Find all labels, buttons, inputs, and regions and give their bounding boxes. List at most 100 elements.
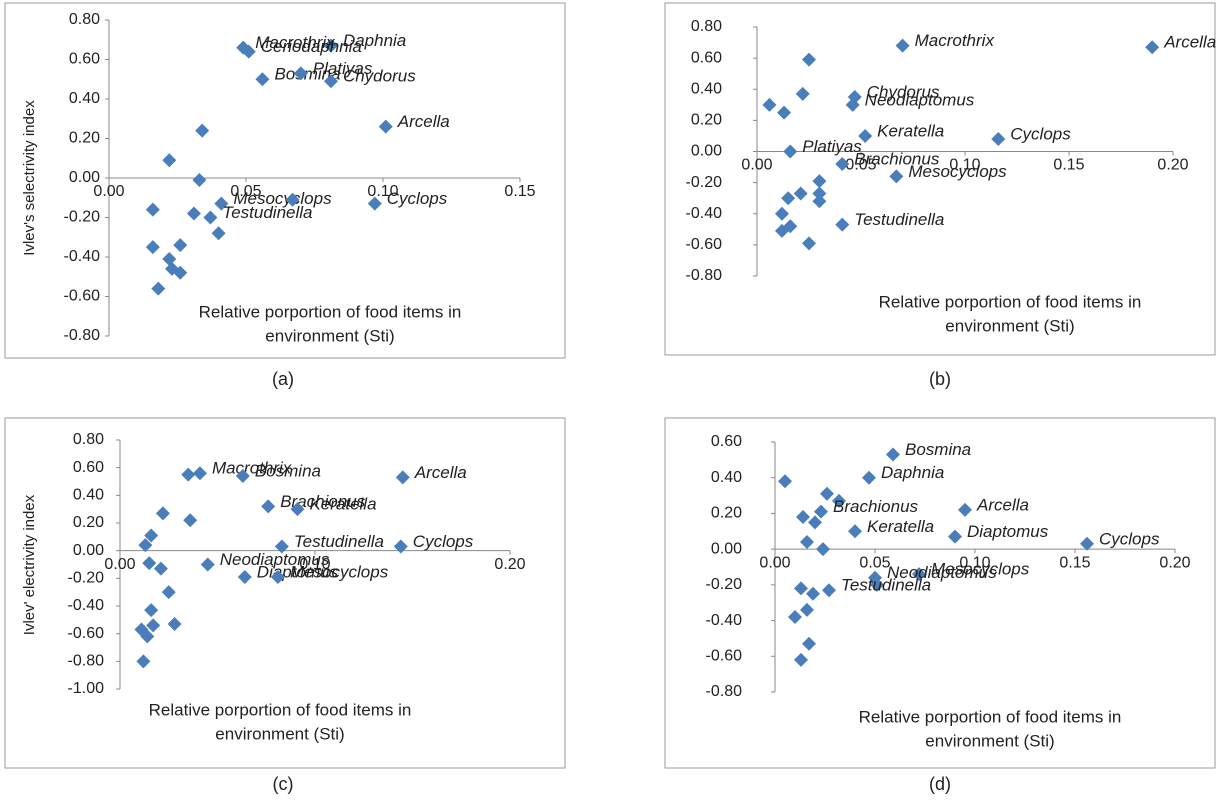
data-point — [203, 210, 218, 225]
point-label: Keratella — [877, 121, 944, 140]
data-point — [151, 281, 166, 296]
x-tick-label: 0.10 — [959, 554, 990, 571]
panel-caption: (c) — [273, 774, 294, 794]
y-tick-label: -0.80 — [64, 327, 101, 344]
data-point — [200, 557, 215, 572]
data-point — [181, 467, 196, 482]
data-point — [781, 191, 796, 206]
data-point — [958, 502, 972, 517]
x-axis-title: Relative porportion of food items in — [199, 302, 462, 321]
point-label: Cyclops — [1010, 125, 1071, 144]
y-tick-label: 0.00 — [711, 540, 742, 557]
data-point — [1080, 536, 1094, 551]
point-label: Neodiaptomus — [220, 550, 330, 569]
point-label: Cyclops — [1099, 529, 1160, 548]
y-tick-label: 0.20 — [69, 130, 100, 147]
panel-border — [664, 2, 1216, 356]
data-point — [812, 194, 827, 209]
data-point — [802, 236, 816, 251]
y-tick-label: 0.60 — [69, 51, 100, 68]
data-point — [214, 196, 229, 211]
data-point — [161, 585, 176, 600]
data-point — [889, 169, 904, 184]
point-label: Bosmina — [905, 440, 971, 459]
panel-caption: (b) — [929, 369, 951, 389]
data-point — [858, 128, 873, 143]
point-label: Mesocyclops — [290, 562, 389, 581]
point-label: Brachionus — [854, 149, 940, 168]
data-point — [796, 510, 810, 524]
data-point — [895, 38, 910, 53]
x-tick-label: 0.15 — [504, 183, 535, 200]
y-tick-label: -0.20 — [706, 576, 743, 593]
data-point — [806, 586, 820, 601]
data-point — [948, 529, 962, 544]
x-tick-label: 0.20 — [494, 556, 525, 573]
point-label: Testudinella — [294, 532, 384, 551]
y-tick-label: -0.80 — [706, 683, 743, 700]
data-point — [794, 581, 808, 596]
y-axis-title: Ivlev' electrivity index — [21, 494, 38, 635]
y-tick-label: 0.40 — [69, 90, 100, 107]
point-label: Mesocyclops — [931, 560, 1030, 579]
point-label: Chydorus — [343, 67, 416, 86]
x-tick-label: 0.00 — [741, 157, 772, 174]
point-label: Daphnia — [881, 463, 944, 482]
data-point — [173, 265, 188, 280]
point-label: Testudinella — [841, 576, 931, 595]
data-point — [145, 240, 160, 255]
data-point — [848, 524, 862, 539]
y-tick-label: -0.20 — [68, 570, 105, 587]
data-point — [235, 468, 250, 483]
data-point — [845, 97, 860, 112]
y-tick-label: 0.40 — [711, 469, 742, 486]
x-tick-label: 0.15 — [1053, 157, 1084, 174]
data-point — [153, 561, 168, 576]
point-label: Brachionus — [833, 497, 919, 516]
point-label: Cyclops — [413, 532, 474, 551]
data-point — [142, 556, 157, 571]
data-point — [794, 652, 808, 667]
data-point — [192, 466, 207, 481]
x-axis-title: environment (Sti) — [265, 326, 394, 345]
chart-panel: -0.80 -0.60 -0.40 -0.20 0.00 0.20 0.40 0.60 0.80… — [4, 2, 566, 389]
data-point — [802, 636, 816, 651]
data-point — [195, 123, 210, 138]
data-point — [145, 202, 160, 217]
y-tick-label: 0.20 — [711, 505, 742, 522]
x-tick-label: 0.00 — [104, 556, 135, 573]
data-point — [274, 539, 289, 554]
x-tick-label: 0.05 — [859, 554, 890, 571]
x-axis-title: environment (Sti) — [945, 316, 1074, 335]
point-label: Diaptomus — [967, 522, 1049, 541]
data-point — [192, 172, 207, 187]
data-point — [285, 192, 300, 207]
data-point — [241, 44, 256, 59]
data-point — [862, 470, 876, 485]
panel-caption: (d) — [929, 774, 951, 794]
data-point — [144, 603, 159, 618]
y-tick-label: -0.60 — [686, 236, 723, 253]
data-point — [261, 499, 276, 514]
y-tick-label: 0.40 — [73, 487, 104, 504]
data-point — [800, 602, 814, 617]
data-point — [886, 447, 900, 462]
y-tick-label: -0.40 — [686, 205, 723, 222]
data-point — [162, 251, 177, 266]
point-label: Bosmina — [274, 65, 340, 84]
data-point — [293, 66, 308, 81]
y-tick-label: -0.60 — [68, 625, 105, 642]
data-point — [808, 515, 822, 530]
y-tick-label: 0.00 — [73, 542, 104, 559]
y-tick-label: -0.40 — [68, 597, 105, 614]
data-point — [832, 493, 846, 508]
panel-caption: (a) — [272, 369, 294, 389]
data-point — [812, 186, 827, 201]
point-label: Neodiaptomus — [887, 563, 997, 582]
x-tick-label: 0.10 — [949, 157, 980, 174]
point-label: Keratella — [309, 495, 376, 514]
data-point — [1145, 40, 1160, 55]
data-point — [774, 223, 789, 238]
y-tick-label: 0.20 — [73, 514, 104, 531]
data-point — [835, 156, 850, 171]
